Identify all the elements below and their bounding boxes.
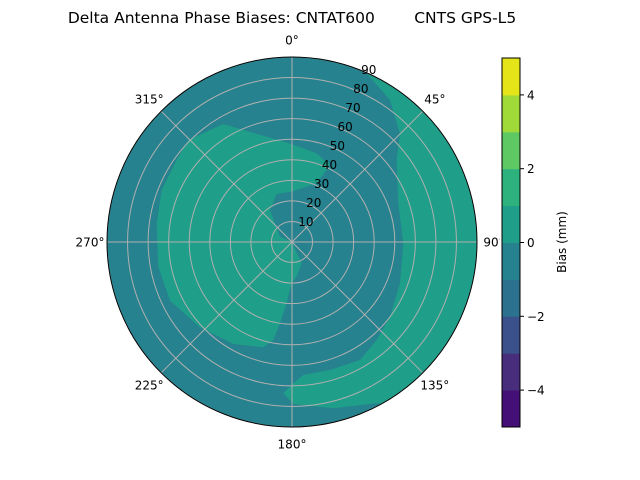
- angular-tick-label: 225°: [135, 378, 164, 392]
- angular-tick-label: 0°: [285, 34, 299, 48]
- radial-tick-label: 40: [322, 158, 337, 172]
- angular-gridline: [160, 241, 293, 374]
- plot-area: [107, 57, 477, 427]
- radial-tick-label: 60: [338, 120, 353, 134]
- colorbar-tick-label: −2: [527, 310, 545, 324]
- radial-tick-label: 80: [353, 82, 368, 96]
- colorbar-label: Bias (mm): [555, 211, 569, 273]
- polar-frame: [106, 56, 478, 428]
- colorbar: −4 −2 0 2 4: [500, 56, 548, 429]
- angular-tick-label: 270°: [76, 236, 105, 250]
- colorbar-tick-label: 2: [527, 162, 535, 176]
- radial-tick-label: 50: [330, 139, 345, 153]
- colorbar-segment: [502, 279, 520, 317]
- radial-tick-label: 20: [306, 196, 321, 210]
- colorbar-segment: [502, 353, 520, 391]
- radial-tick-label: 90: [361, 63, 376, 77]
- angular-tick-label: 90°: [483, 236, 504, 250]
- angular-gridline: [160, 110, 293, 243]
- contour-region-west-lobe: [156, 123, 330, 348]
- radial-tick-labels: 10 20 30 40 50 60 70 80 90: [298, 63, 376, 229]
- colorbar-segment: [502, 205, 520, 243]
- radial-tick-label: 70: [345, 101, 360, 115]
- colorbar-segment: [502, 131, 520, 170]
- radial-tick-label: 30: [314, 177, 329, 191]
- angular-tick-label: 180°: [278, 438, 307, 452]
- polar-grid: [107, 57, 477, 427]
- colorbar-segment: [502, 168, 520, 207]
- colorbar-segment: [502, 58, 520, 96]
- angular-tick-label: 315°: [135, 93, 164, 107]
- colorbar-segment: [502, 242, 520, 280]
- angular-tick-label: 135°: [420, 378, 449, 392]
- colorbar-tick-label: 0: [527, 236, 535, 250]
- angular-tick-labels: 0° 45° 90° 135° 180° 225° 270° 315°: [76, 34, 505, 452]
- colorbar-segment: [502, 390, 520, 428]
- chart-title: Delta Antenna Phase Biases: CNTAT600 CNT…: [68, 9, 516, 27]
- colorbar-tick-label: −4: [527, 384, 545, 398]
- colorbar-segment: [502, 316, 520, 354]
- colorbar-segment: [502, 94, 520, 133]
- colorbar-tick-label: 4: [527, 88, 535, 102]
- angular-tick-label: 45°: [424, 93, 445, 107]
- radial-tick-label: 10: [298, 215, 313, 229]
- angular-gridline: [291, 241, 424, 374]
- angular-gridline: [291, 110, 424, 243]
